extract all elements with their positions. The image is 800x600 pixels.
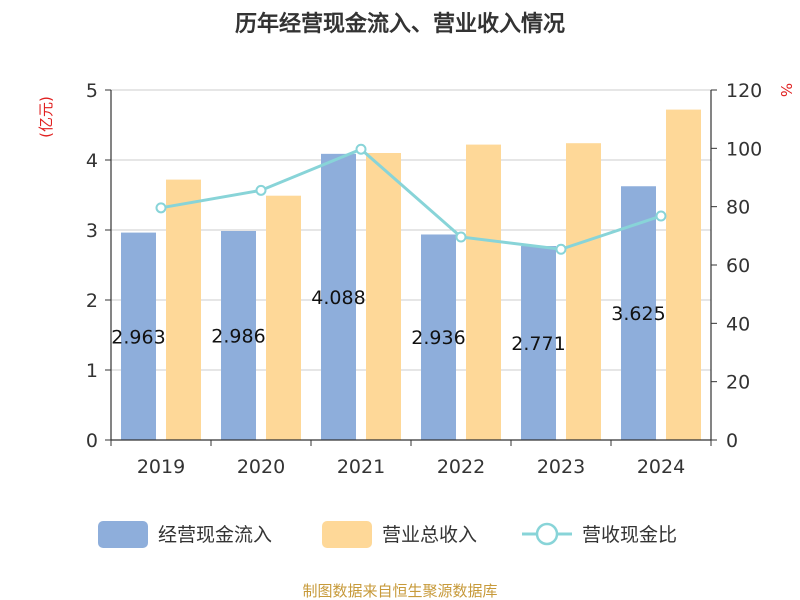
cash-inflow-value-label: 2.771 [511, 333, 565, 355]
cash-inflow-bar [121, 232, 156, 440]
right-tick-label: 120 [726, 80, 762, 102]
left-tick-label: 4 [86, 150, 98, 172]
ratio-line-path [160, 147, 662, 251]
ratio-point [655, 210, 667, 222]
right-tick-label: 80 [726, 197, 750, 219]
chart-title: 历年经营现金流入、营业收入情况 [235, 11, 565, 37]
x-tick-label: 2021 [337, 456, 385, 478]
revenue-bar [666, 109, 701, 440]
legend-marker [535, 522, 559, 546]
revenue-bar [566, 143, 601, 440]
ratio-point [555, 243, 567, 255]
source-note: 制图数据来自恒生聚源数据库 [302, 582, 497, 600]
right-tick-label: 100 [726, 138, 762, 160]
left-tick-label: 5 [86, 80, 98, 102]
bars [121, 109, 701, 440]
right-tick-label: 20 [726, 372, 750, 394]
legend-swatch [322, 521, 372, 548]
axes: 0 1 2 3 4 5 0 20 40 60 80 100 120 2019 2020 2021 2022 202… [86, 80, 762, 478]
x-tick-label: 2020 [237, 456, 285, 478]
right-axis-unit: % [777, 83, 795, 97]
revenue-bar [266, 195, 301, 440]
ratio-point [155, 202, 167, 214]
legend-label: 经营现金流入 [158, 524, 272, 546]
legend-swatch [98, 521, 148, 548]
revenue-bar [366, 153, 401, 440]
gridlines [111, 89, 711, 371]
legend-label: 营收现金比 [582, 524, 677, 546]
right-tick-label: 40 [726, 313, 750, 335]
revenue-bar [466, 144, 501, 440]
left-tick-label: 1 [86, 360, 98, 382]
left-tick-label: 3 [86, 220, 98, 242]
right-tick-label: 60 [726, 255, 750, 277]
left-tick-label: 0 [86, 430, 98, 452]
legend-label: 营业总收入 [382, 524, 477, 546]
cash-inflow-bar [521, 246, 556, 440]
legend: 经营现金流入 营业总收入 营收现金比 [98, 521, 677, 548]
cash-inflow-value-label: 2.963 [111, 326, 165, 348]
x-tick-label: 2023 [537, 456, 585, 478]
x-tick-label: 2019 [137, 456, 185, 478]
cash-inflow-bar [421, 234, 456, 440]
cash-inflow-value-label: 2.936 [411, 327, 465, 349]
x-tick-label: 2024 [637, 456, 685, 478]
right-tick-label: 0 [726, 430, 738, 452]
left-tick-label: 2 [86, 290, 98, 312]
cash-inflow-value-label: 2.986 [211, 325, 265, 347]
ratio-point [255, 184, 267, 196]
revenue-bar [166, 179, 201, 440]
left-axis-unit: (亿元) [37, 96, 55, 138]
ratio-point [455, 231, 467, 243]
cash-inflow-bar [221, 230, 256, 440]
ratio-point [355, 143, 367, 155]
data-labels: 2.963 2.986 4.088 2.936 2.771 3.625 [111, 287, 665, 355]
cash-inflow-bar [321, 153, 356, 440]
cash-inflow-value-label: 3.625 [611, 303, 665, 325]
x-tick-label: 2022 [437, 456, 485, 478]
cash-inflow-value-label: 4.088 [311, 287, 365, 309]
ratio-line [155, 143, 667, 255]
